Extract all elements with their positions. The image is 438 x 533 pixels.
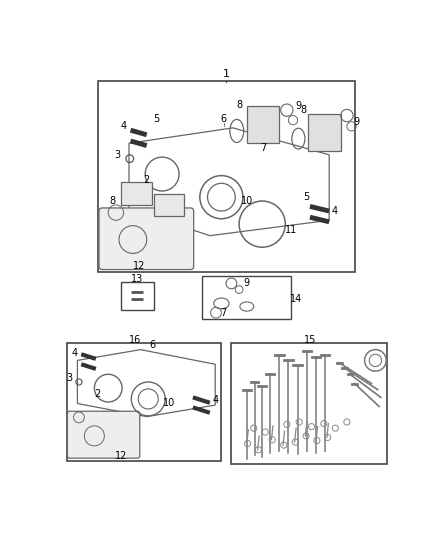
Text: 4: 4 bbox=[332, 206, 338, 216]
Bar bbox=[202, 277, 291, 319]
Text: 9: 9 bbox=[244, 278, 250, 288]
Text: 7: 7 bbox=[221, 308, 227, 318]
Text: 3: 3 bbox=[114, 150, 120, 160]
Text: 11: 11 bbox=[285, 224, 297, 235]
Text: 5: 5 bbox=[303, 192, 309, 202]
Text: 4: 4 bbox=[213, 394, 219, 405]
Text: 5: 5 bbox=[153, 115, 159, 124]
Text: 8: 8 bbox=[109, 196, 115, 206]
Text: 2: 2 bbox=[94, 389, 101, 399]
Bar bbox=[155, 194, 184, 216]
Text: 14: 14 bbox=[290, 294, 302, 304]
Bar bbox=[231, 343, 387, 464]
Bar bbox=[121, 182, 152, 205]
Text: 8: 8 bbox=[236, 100, 242, 110]
Text: 6: 6 bbox=[149, 340, 155, 350]
Text: 12: 12 bbox=[115, 451, 127, 461]
Text: 10: 10 bbox=[240, 196, 253, 206]
Text: 12: 12 bbox=[133, 262, 145, 271]
Bar bbox=[67, 343, 221, 461]
Text: 9: 9 bbox=[295, 101, 301, 111]
Text: 4: 4 bbox=[72, 348, 78, 358]
Bar bbox=[308, 114, 341, 151]
Text: 9: 9 bbox=[353, 117, 359, 127]
Text: 10: 10 bbox=[163, 398, 175, 408]
Text: 13: 13 bbox=[131, 274, 144, 284]
Bar bbox=[121, 282, 154, 310]
Text: 2: 2 bbox=[143, 175, 149, 185]
Text: 3: 3 bbox=[67, 373, 73, 383]
Bar bbox=[98, 81, 355, 272]
Text: 1: 1 bbox=[223, 69, 230, 79]
Text: 16: 16 bbox=[129, 335, 141, 345]
Text: 15: 15 bbox=[304, 335, 316, 345]
FancyBboxPatch shape bbox=[67, 411, 140, 458]
Text: 6: 6 bbox=[221, 114, 227, 124]
Text: 7: 7 bbox=[261, 143, 267, 153]
FancyBboxPatch shape bbox=[99, 208, 194, 270]
Text: 4: 4 bbox=[120, 122, 127, 131]
Bar bbox=[247, 106, 279, 143]
Text: 8: 8 bbox=[301, 105, 307, 115]
